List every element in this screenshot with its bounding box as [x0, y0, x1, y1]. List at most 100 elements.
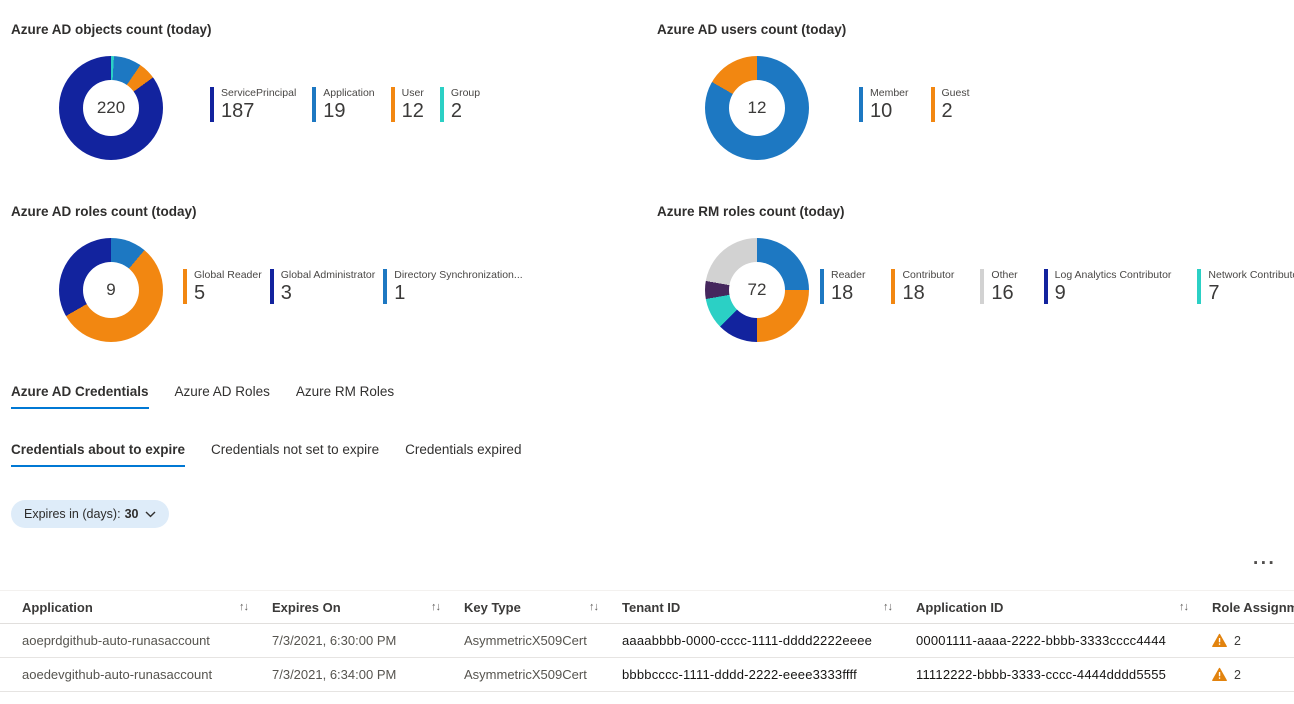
sort-icon[interactable]: ↑↓ — [589, 601, 599, 613]
column-label: Application ID — [916, 599, 1004, 615]
filter-label: Expires in (days): — [24, 507, 121, 521]
subtab-credentials-expired[interactable]: Credentials expired — [405, 442, 522, 457]
cell-key-type: AsymmetricX509Cert — [464, 667, 587, 682]
cell-application-id: 11112222-bbbb-3333-cccc-4444dddd5555 — [916, 667, 1167, 682]
legend-label: Application — [323, 87, 375, 99]
legend-item-reader: Reader 18 — [820, 269, 865, 305]
sort-icon[interactable]: ↑↓ — [431, 601, 441, 613]
sort-icon[interactable]: ↑↓ — [1179, 601, 1189, 613]
legend-label: Member — [870, 87, 909, 99]
legend-value: 18 — [902, 282, 925, 304]
legend-item-contributor: Contributor 18 — [891, 269, 954, 305]
donut-total: 9 — [106, 280, 116, 299]
credentials-table: Application ↑↓ Expires On ↑↓ Key Type ↑↓ Tenan… — [0, 590, 1294, 692]
chart-legend: Reader 18 Contributor 18 Other 16 Log Analytic… — [820, 269, 1294, 305]
legend-item-global-administrator: Global Administrator 3 — [269, 269, 376, 305]
subtab-credentials-not-set-to-expire[interactable]: Credentials not set to expire — [211, 442, 380, 457]
legend-color-bar — [859, 87, 863, 122]
chart-panel-azure-ad-roles: Azure AD roles count (today) 9 Global Re… — [11, 197, 657, 372]
legend-value: 9 — [1054, 282, 1066, 304]
chart-panel-azure-rm-roles: Azure RM roles count (today) 72 Reader 18… — [657, 197, 1294, 372]
cell-key-type: AsymmetricX509Cert — [464, 633, 587, 648]
legend-label: Reader — [831, 269, 866, 281]
chart-legend: ServicePrincipal 187 Application 19 User 12 Gr… — [210, 87, 480, 123]
legend-value: 7 — [1208, 282, 1220, 304]
legend-item-group: Group 2 — [439, 87, 481, 123]
legend-color-bar — [1197, 269, 1202, 304]
cell-role-assignments: 2 — [1212, 667, 1294, 682]
sort-icon[interactable]: ↑↓ — [239, 601, 249, 613]
cell-application-id: 00001111-aaaa-2222-bbbb-3333cccc4444 — [916, 633, 1167, 648]
subtab-credentials-about-to-expire[interactable]: Credentials about to expire — [11, 442, 186, 467]
column-label: Tenant ID — [622, 599, 681, 615]
cell-application: aoedevgithub-auto-runasaccount — [22, 667, 213, 682]
table-row[interactable]: aoedevgithub-auto-runasaccount 7/3/2021, … — [0, 658, 1294, 692]
tab-azure-ad-roles[interactable]: Azure AD Roles — [174, 384, 270, 399]
table-more-menu-button[interactable]: ... — [1253, 548, 1277, 569]
column-header-application-id[interactable]: Application ID ↑↓ — [916, 600, 1212, 615]
legend-color-bar — [980, 269, 985, 304]
tab-azure-rm-roles[interactable]: Azure RM Roles — [295, 384, 395, 399]
chart-title: Azure RM roles count (today) — [657, 204, 845, 219]
legend-color-bar — [383, 269, 388, 304]
column-header-expires-on[interactable]: Expires On ↑↓ — [272, 600, 464, 615]
legend-value: 12 — [401, 100, 424, 122]
column-header-role-assignments[interactable]: Role Assignments — [1212, 600, 1294, 615]
legend-value: 10 — [870, 100, 893, 122]
chart-legend: Global Reader 5 Global Administrator 3 Direc… — [183, 269, 523, 305]
cell-expires-on: 7/3/2021, 6:34:00 PM — [272, 667, 397, 682]
legend-item-network-contributor: Network Contributor 7 — [1197, 269, 1294, 305]
legend-item-guest: Guest 2 — [930, 87, 970, 123]
table-row[interactable]: aoeprdgithub-auto-runasaccount 7/3/2021, … — [0, 624, 1294, 658]
legend-color-bar — [269, 269, 274, 304]
cell-expires-on: 7/3/2021, 6:30:00 PM — [272, 633, 397, 648]
legend-item-log-analytics-contributor: Log Analytics Contributor 9 — [1043, 269, 1171, 305]
donut-total: 12 — [747, 98, 767, 117]
legend-item-member: Member 10 — [859, 87, 909, 123]
legend-label: Group — [450, 87, 481, 99]
donut-chart: 220 — [59, 56, 163, 160]
donut-total: 220 — [96, 98, 126, 117]
cell-tenant-id: bbbbcccc-1111-dddd-2222-eeee3333ffff — [622, 667, 857, 682]
legend-value: 187 — [221, 100, 255, 122]
legend-item-user: User 12 — [390, 87, 424, 123]
legend-label: User — [401, 87, 424, 99]
tab-azure-ad-credentials[interactable]: Azure AD Credentials — [11, 384, 149, 409]
legend-label: Guest — [941, 87, 970, 99]
legend-item-directory-synchronization: Directory Synchronization... 1 — [383, 269, 523, 305]
donut-chart: 12 — [705, 56, 809, 160]
expires-in-days-filter[interactable]: Expires in (days): 30 — [11, 500, 170, 528]
legend-value: 2 — [450, 100, 463, 122]
column-header-tenant-id[interactable]: Tenant ID ↑↓ — [622, 600, 916, 615]
legend-value: 16 — [991, 282, 1014, 304]
sort-icon[interactable]: ↑↓ — [883, 601, 893, 613]
legend-color-bar — [1043, 269, 1048, 304]
legend-label: Other — [991, 269, 1018, 281]
column-label: Role Assignments — [1212, 599, 1294, 615]
chart-legend: Member 10 Guest 2 — [859, 87, 970, 123]
chart-panel-azure-ad-users: Azure AD users count (today) 12 Member 10… — [657, 15, 1294, 190]
legend-label: Global Administrator — [280, 269, 376, 281]
column-header-application[interactable]: Application ↑↓ — [22, 600, 272, 615]
cell-role-assignments: 2 — [1212, 633, 1294, 648]
chart-title: Azure AD users count (today) — [657, 22, 847, 37]
column-label: Key Type — [464, 599, 521, 615]
chart-title: Azure AD roles count (today) — [11, 204, 197, 219]
main-tab-bar: Azure AD Credentials Azure AD Roles Azure … — [11, 384, 394, 409]
legend-value: 3 — [280, 282, 292, 304]
column-header-key-type[interactable]: Key Type ↑↓ — [464, 600, 622, 615]
table-body: aoeprdgithub-auto-runasaccount 7/3/2021, … — [0, 624, 1294, 692]
legend-label: Global Reader — [194, 269, 262, 281]
legend-label: Directory Synchronization... — [394, 269, 523, 281]
chart-panel-azure-ad-objects: Azure AD objects count (today) 220 Servi… — [11, 15, 657, 190]
legend-item-application: Application 19 — [312, 87, 375, 123]
legend-value: 2 — [941, 100, 953, 122]
legend-value: 1 — [394, 282, 406, 304]
legend-color-bar — [210, 87, 214, 122]
legend-color-bar — [891, 269, 896, 304]
legend-label: ServicePrincipal — [221, 87, 297, 99]
donut-chart: 72 — [705, 238, 809, 342]
legend-item-other: Other 16 — [980, 269, 1018, 305]
chevron-down-icon — [145, 510, 156, 517]
